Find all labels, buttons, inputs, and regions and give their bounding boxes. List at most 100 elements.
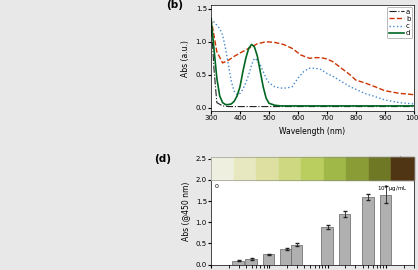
b	[298, 53, 303, 57]
b	[348, 73, 353, 76]
Text: $10^2$ μg/mL: $10^2$ μg/mL	[377, 184, 408, 194]
a	[296, 105, 301, 108]
a	[411, 105, 416, 108]
c	[313, 67, 318, 70]
c	[348, 85, 353, 88]
b	[214, 50, 219, 53]
d	[255, 55, 260, 58]
b	[237, 51, 242, 55]
a	[382, 105, 387, 108]
b	[246, 47, 251, 50]
d	[310, 104, 315, 107]
b	[411, 93, 416, 96]
Bar	[291, 245, 302, 265]
d	[223, 103, 228, 106]
b	[371, 85, 376, 88]
c	[330, 75, 335, 78]
c	[266, 81, 271, 85]
Bar	[321, 227, 333, 265]
d	[284, 104, 289, 107]
b	[307, 57, 312, 60]
c	[240, 88, 245, 91]
c	[249, 63, 254, 66]
a	[324, 105, 329, 108]
c	[278, 86, 283, 90]
d	[243, 57, 248, 60]
Bar	[362, 197, 374, 265]
b	[339, 67, 344, 70]
Bar	[280, 249, 292, 265]
c	[284, 86, 289, 90]
Text: 0: 0	[215, 184, 219, 189]
c	[220, 33, 225, 37]
c	[382, 98, 387, 102]
Line: d: d	[211, 19, 414, 106]
c	[214, 23, 219, 27]
d	[214, 76, 219, 80]
b	[362, 81, 367, 85]
b	[397, 92, 402, 95]
b	[232, 55, 237, 58]
b	[290, 47, 295, 50]
d	[258, 70, 263, 73]
d	[240, 70, 245, 73]
d	[246, 47, 251, 50]
c	[362, 92, 367, 95]
Line: a: a	[211, 19, 414, 107]
b	[382, 89, 387, 92]
c	[319, 68, 324, 71]
b	[220, 61, 225, 65]
b	[330, 60, 335, 63]
d	[272, 104, 277, 107]
Y-axis label: Abs (a.u.): Abs (a.u.)	[181, 40, 190, 77]
b	[324, 57, 329, 60]
d	[237, 85, 242, 88]
c	[371, 94, 376, 98]
d	[353, 104, 358, 107]
c	[258, 63, 263, 66]
a	[212, 67, 217, 70]
c	[243, 81, 248, 85]
d	[264, 96, 269, 100]
X-axis label: Wavelength (nm): Wavelength (nm)	[279, 127, 346, 136]
b	[313, 56, 318, 59]
b	[226, 59, 231, 62]
d	[382, 104, 387, 107]
d	[252, 45, 257, 49]
d	[226, 103, 231, 106]
a	[266, 105, 271, 108]
c	[252, 57, 257, 60]
b	[281, 43, 286, 46]
d	[220, 101, 225, 104]
c	[255, 59, 260, 62]
b	[319, 56, 324, 59]
Text: (d): (d)	[154, 154, 171, 164]
c	[272, 85, 277, 88]
d	[290, 104, 295, 107]
Bar	[263, 254, 275, 265]
d	[411, 104, 416, 107]
Line: b: b	[211, 19, 414, 95]
d	[339, 104, 344, 107]
d	[261, 85, 266, 88]
Y-axis label: Abs (@450 nm): Abs (@450 nm)	[181, 182, 190, 241]
c	[232, 90, 237, 93]
c	[217, 27, 222, 30]
a	[209, 17, 214, 20]
Bar	[380, 195, 391, 265]
Bar	[245, 259, 257, 265]
a	[214, 101, 219, 104]
c	[397, 101, 402, 104]
Line: c: c	[211, 19, 414, 104]
c	[411, 102, 416, 106]
a	[252, 105, 257, 108]
a	[237, 105, 242, 108]
d	[232, 100, 237, 103]
c	[264, 76, 269, 80]
b	[264, 40, 269, 43]
c	[290, 85, 295, 88]
c	[223, 47, 228, 50]
b	[353, 79, 358, 82]
Text: (b): (b)	[166, 0, 184, 10]
c	[301, 70, 306, 73]
